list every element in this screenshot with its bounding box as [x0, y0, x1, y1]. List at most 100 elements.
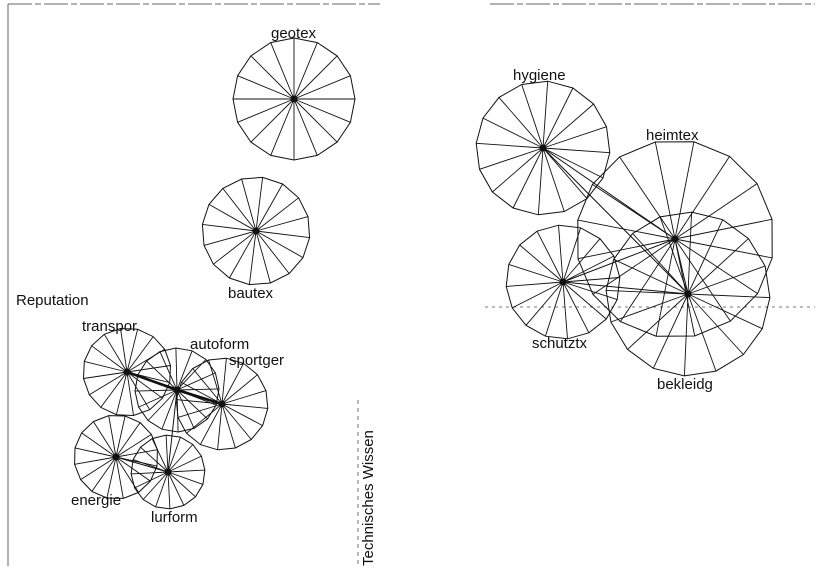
node-spoke — [519, 244, 564, 283]
node-spoke — [687, 219, 724, 295]
node-spoke — [562, 277, 620, 283]
node-spoke — [674, 218, 773, 240]
node-sportger: sportger — [175, 352, 284, 451]
node-spoke — [674, 141, 695, 240]
node-label-transpor: transpor — [82, 318, 137, 335]
link-schutztx-heimtex — [562, 238, 676, 283]
node-bautex: bautex — [201, 176, 311, 302]
node-spoke — [592, 238, 676, 295]
node-spoke — [674, 183, 758, 240]
node-spoke — [115, 422, 141, 458]
node-spoke — [177, 403, 223, 418]
node-spoke — [482, 117, 544, 149]
node-spoke — [115, 456, 139, 493]
node-spoke — [687, 265, 766, 295]
node-spoke — [542, 147, 610, 154]
node-spoke — [192, 368, 223, 405]
node-spoke — [270, 42, 295, 100]
node-spoke — [137, 374, 178, 391]
node-spoke — [221, 403, 263, 426]
node-spoke — [476, 142, 544, 149]
node-spoke — [687, 212, 693, 295]
node-spoke — [176, 388, 220, 391]
node-spoke — [115, 456, 158, 467]
node-autoform: autoform — [134, 336, 249, 433]
frame-lines — [7, 3, 815, 566]
node-spoke — [255, 230, 290, 274]
node-spoke — [255, 177, 264, 232]
node-spoke — [255, 197, 299, 232]
node-spoke — [176, 399, 223, 405]
node-spoke — [80, 456, 117, 480]
node-spoke — [221, 363, 244, 405]
node-spoke — [255, 230, 310, 239]
node-label-bekleidg: bekleidg — [657, 376, 713, 393]
node-spoke — [106, 456, 117, 499]
node-spoke — [167, 469, 205, 473]
node-spoke — [255, 183, 283, 232]
node-energie: energie — [71, 415, 158, 509]
node-spoke — [208, 204, 257, 232]
node-spoke — [250, 55, 295, 100]
node-lurform: lurform — [130, 434, 206, 526]
node-bekleidg: bekleidg — [605, 211, 771, 393]
node-spoke — [237, 75, 295, 100]
node-spoke — [213, 230, 257, 265]
node-spoke — [562, 281, 607, 320]
node-spoke — [217, 403, 223, 450]
node-spoke — [577, 238, 676, 260]
node-spoke — [293, 55, 338, 100]
node-spoke — [687, 293, 717, 372]
node-spoke — [632, 233, 689, 295]
node-spoke — [91, 456, 117, 492]
node-spoke — [84, 360, 128, 373]
link-energie-lurform — [115, 456, 169, 473]
node-spoke — [542, 147, 604, 179]
node-spoke — [167, 444, 194, 473]
node-spoke — [203, 230, 257, 246]
node-spoke — [176, 389, 208, 420]
node-label-heimtex: heimtex — [646, 127, 699, 144]
node-spoke — [498, 97, 544, 149]
node-spoke — [147, 389, 178, 421]
node-spoke — [167, 455, 202, 473]
node-spoke — [652, 293, 689, 369]
link-hygiene-heimtex — [542, 147, 676, 240]
node-spoke — [562, 238, 601, 283]
node-spoke — [606, 289, 689, 295]
node-spoke — [89, 371, 128, 396]
node-label-bautex: bautex — [228, 285, 274, 302]
node-spoke — [659, 216, 689, 295]
node-spoke — [176, 350, 193, 391]
node-spoke — [674, 238, 696, 337]
node-spoke — [120, 328, 128, 373]
node-geotex: geotex — [232, 25, 356, 161]
node-spoke — [674, 238, 773, 259]
node-spoke — [83, 371, 128, 379]
node-spoke — [536, 230, 564, 283]
node-spoke — [248, 230, 257, 285]
node-spoke — [126, 371, 170, 384]
node-spoke — [165, 435, 169, 473]
node-spoke — [142, 471, 169, 500]
node-label-autoform: autoform — [190, 336, 249, 353]
node-label-geotex: geotex — [271, 25, 317, 42]
node-spoke — [81, 432, 117, 458]
node-schutztx: schutztx — [505, 224, 621, 352]
node-spoke — [134, 389, 178, 392]
link-schutztx-bekleidg — [562, 281, 689, 295]
node-center-dot — [218, 400, 226, 408]
node-label-hygiene: hygiene — [513, 67, 566, 84]
node-center-dot — [123, 368, 131, 376]
node-spoke — [155, 471, 169, 508]
node-spoke — [255, 230, 271, 284]
node-spoke — [115, 456, 151, 482]
node-spoke — [126, 329, 139, 373]
node-label-lurform: lurform — [151, 509, 198, 526]
node-label-sportger: sportger — [229, 352, 284, 369]
node-spoke — [542, 147, 565, 212]
node-spoke — [542, 103, 594, 149]
node-spoke — [511, 281, 564, 309]
node-spoke — [613, 258, 689, 295]
node-spoke — [255, 230, 304, 258]
